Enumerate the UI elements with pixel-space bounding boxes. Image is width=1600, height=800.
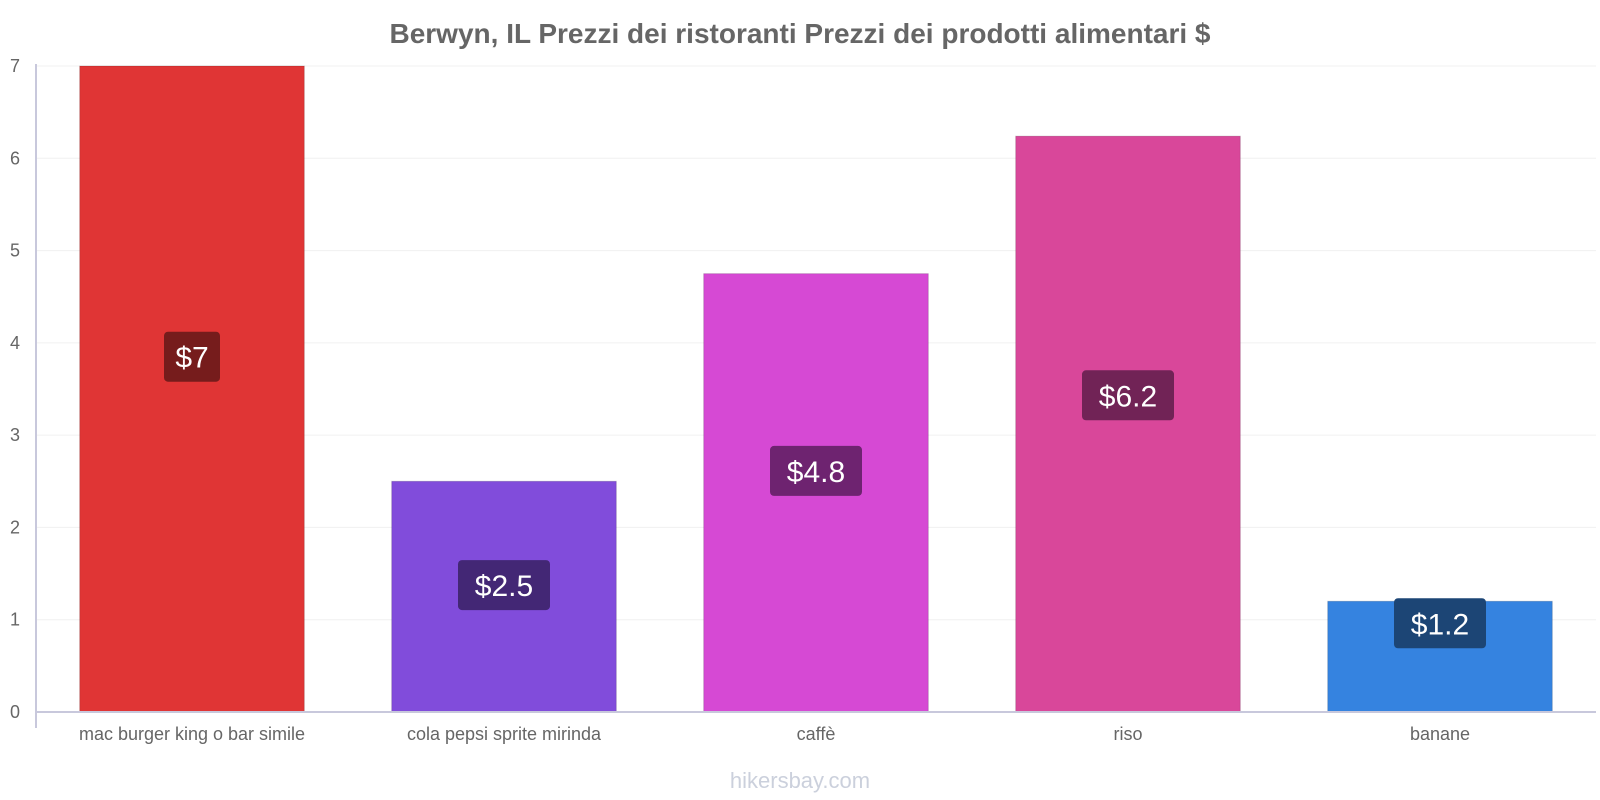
data-label: $2.5	[475, 570, 533, 603]
x-axis-labels: mac burger king o bar simile cola pepsi s…	[79, 724, 1470, 744]
y-tick-label: 0	[10, 702, 20, 722]
data-label-box	[164, 331, 220, 382]
data-label: $6.2	[1099, 380, 1157, 413]
x-tick-label: riso	[1113, 724, 1142, 744]
chart-title: Berwyn, IL Prezzi dei ristoranti Prezzi …	[389, 18, 1210, 49]
bar	[79, 65, 305, 713]
data-label-box	[1082, 370, 1174, 421]
x-tick-label: mac burger king o bar simile	[79, 724, 305, 744]
x-tick-label: cola pepsi sprite mirinda	[407, 724, 602, 744]
data-label: $4.8	[787, 456, 845, 489]
y-tick-label: 5	[10, 241, 20, 261]
y-axis-ticks: 0 1 2 3 4 5 6 7	[10, 56, 20, 722]
data-label-box	[770, 445, 862, 496]
y-tick-label: 1	[10, 610, 20, 630]
y-tick-label: 3	[10, 425, 20, 445]
data-label: $1.2	[1411, 608, 1469, 641]
y-tick-label: 7	[10, 56, 20, 76]
data-label-box	[458, 560, 550, 611]
bars: $7 $2.5 $4.8 $6.2 $1.2	[79, 65, 1553, 713]
watermark: hikersbay.com	[730, 768, 870, 793]
data-label: $7	[175, 342, 208, 375]
y-tick-label: 2	[10, 517, 20, 537]
y-tick-label: 6	[10, 148, 20, 168]
bar	[1015, 135, 1241, 713]
x-tick-label: banane	[1410, 724, 1470, 744]
y-tick-label: 4	[10, 333, 20, 353]
x-tick-label: caffè	[797, 724, 836, 744]
data-label-box	[1394, 598, 1486, 649]
